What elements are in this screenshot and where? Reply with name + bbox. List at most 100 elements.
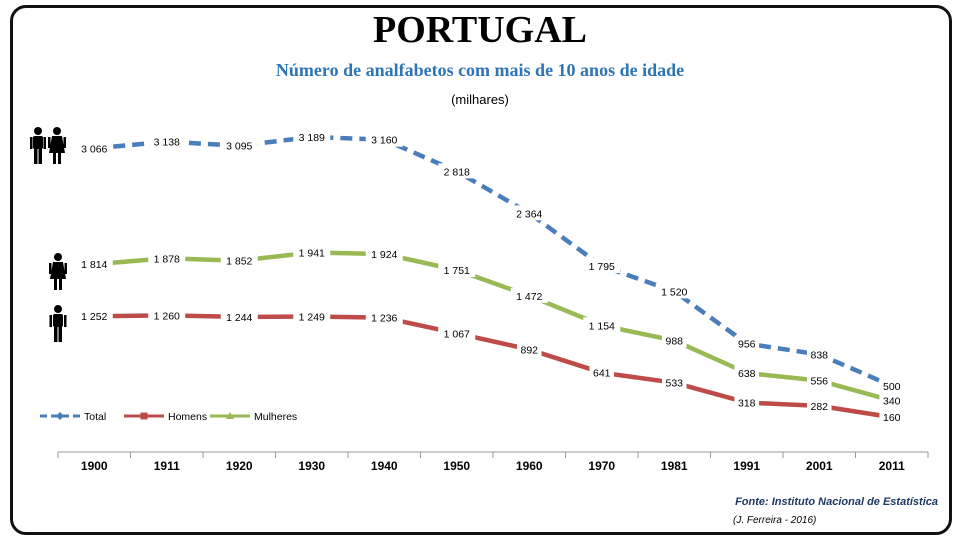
data-label-homens: 1 252 [75,308,113,324]
legend-item-homens: Homens [124,411,207,423]
data-label-homens: 1 236 [365,309,403,325]
x-axis: 1900 1911 1920 1930 1940 1950 1960 1970 1981 1991… [57,451,929,473]
man-icon [49,305,67,342]
data-label-homens: 1 260 [148,307,186,323]
data-labels: 3 066 3 138 3 095 3 189 3 160 2 818 2 364 1 795… [75,129,905,425]
data-label-total: 3 160 [365,131,403,147]
legend: Total Homens Mulheres [40,411,297,423]
x-tick-label: 2011 [879,459,905,473]
x-tick-label: 1950 [443,459,470,473]
data-label-homens: 892 [516,341,542,357]
data-label-homens: 1 067 [438,325,476,341]
data-label-total: 500 [879,377,905,393]
data-label-mulheres: 340 [879,392,905,408]
data-label-homens: 1 244 [220,308,258,324]
svg-text:1 067: 1 067 [444,328,470,340]
svg-text:1 244: 1 244 [226,312,252,324]
svg-text:3 189: 3 189 [299,132,325,144]
x-tick-label: 1991 [733,459,760,473]
data-label-mulheres: 638 [734,364,760,380]
data-label-homens: 318 [734,394,760,410]
x-tick-label: 1920 [226,459,253,473]
svg-text:340: 340 [883,396,901,408]
svg-text:1 852: 1 852 [226,256,252,268]
data-label-total: 3 066 [75,140,113,156]
data-label-homens: 160 [879,409,905,425]
legend-label: Total [84,411,106,423]
svg-text:160: 160 [883,412,901,424]
svg-text:988: 988 [665,336,683,348]
data-label-total: 956 [734,335,760,351]
legend-label: Mulheres [254,411,297,423]
data-label-total: 2 818 [438,163,476,179]
chart-unit: (milhares) [451,92,509,107]
svg-text:1 520: 1 520 [661,286,687,298]
svg-text:318: 318 [738,398,756,410]
data-label-mulheres: 1 924 [365,246,403,262]
x-tick-label: 2001 [806,459,833,473]
data-label-mulheres: 1 852 [220,252,258,268]
svg-text:1 814: 1 814 [81,259,107,271]
legend-item-mulheres: Mulheres [210,411,297,423]
data-label-mulheres: 988 [661,332,687,348]
data-label-mulheres: 1 878 [148,250,186,266]
svg-text:556: 556 [810,376,828,388]
svg-text:2 364: 2 364 [516,208,542,220]
data-label-homens: 1 249 [293,308,331,324]
people-couple-icon [30,127,66,164]
svg-text:533: 533 [665,378,683,390]
legend-label: Homens [168,411,207,423]
svg-text:1 249: 1 249 [299,311,325,323]
data-label-total: 838 [806,346,832,362]
svg-text:3 138: 3 138 [154,137,180,149]
chart-title: PORTUGAL [372,9,587,51]
data-label-total: 3 189 [293,129,331,145]
svg-text:1 472: 1 472 [516,291,542,303]
svg-text:3 095: 3 095 [226,141,252,153]
woman-icon [49,253,67,290]
data-label-total: 1 520 [655,283,693,299]
author-note: (J. Ferreira - 2016) [733,515,817,526]
svg-text:838: 838 [810,349,828,361]
x-tick-label: 1911 [154,459,180,473]
data-label-mulheres: 1 154 [583,317,621,333]
svg-text:956: 956 [738,339,756,351]
svg-text:1 260: 1 260 [154,310,180,322]
data-label-mulheres: 1 751 [438,262,476,278]
data-label-homens: 282 [806,397,832,413]
svg-text:1 236: 1 236 [371,313,397,325]
x-tick-label: 1960 [516,459,543,473]
legend-item-total: Total [40,411,106,423]
svg-text:1 154: 1 154 [589,320,615,332]
data-label-total: 2 364 [510,205,548,221]
series-line-homens [92,313,895,420]
data-label-homens: 533 [661,374,687,390]
x-tick-label: 1940 [371,459,398,473]
data-label-mulheres: 556 [806,372,832,388]
series-lines [92,134,895,420]
data-label-mulheres: 1 472 [510,287,548,303]
x-tick-label: 1970 [588,459,615,473]
x-tick-label: 1900 [81,459,108,473]
svg-text:1 924: 1 924 [371,249,397,261]
data-label-total: 3 138 [148,133,186,149]
svg-text:500: 500 [883,381,901,393]
x-tick-label: 1930 [298,459,325,473]
svg-text:1 751: 1 751 [444,265,470,277]
svg-text:3 066: 3 066 [81,143,107,155]
source-note: Fonte: Instituto Nacional de Estatística [735,496,938,508]
svg-text:641: 641 [593,368,611,380]
svg-text:1 941: 1 941 [299,247,325,259]
svg-text:892: 892 [520,344,538,356]
data-label-mulheres: 1 941 [293,244,331,260]
data-label-total: 3 095 [220,137,258,153]
series-line-mulheres [92,250,895,403]
svg-text:638: 638 [738,368,756,380]
svg-text:1 878: 1 878 [154,253,180,265]
svg-text:3 160: 3 160 [371,135,397,147]
data-label-mulheres: 1 814 [75,256,113,272]
chart-subtitle: Número de analfabetos com mais de 10 ano… [275,60,685,80]
chart-frame [10,5,952,535]
data-label-homens: 641 [589,364,615,380]
